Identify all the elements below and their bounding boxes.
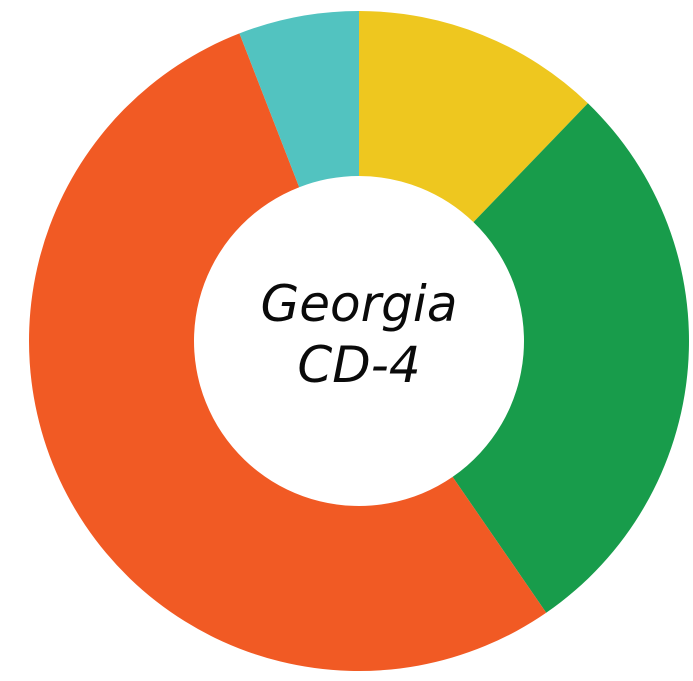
donut-slice-3 bbox=[28, 33, 547, 672]
donut-slice-2 bbox=[452, 103, 689, 613]
donut-slice-4 bbox=[239, 11, 359, 188]
donut-slices bbox=[28, 11, 689, 672]
donut-slice-1 bbox=[359, 11, 588, 223]
